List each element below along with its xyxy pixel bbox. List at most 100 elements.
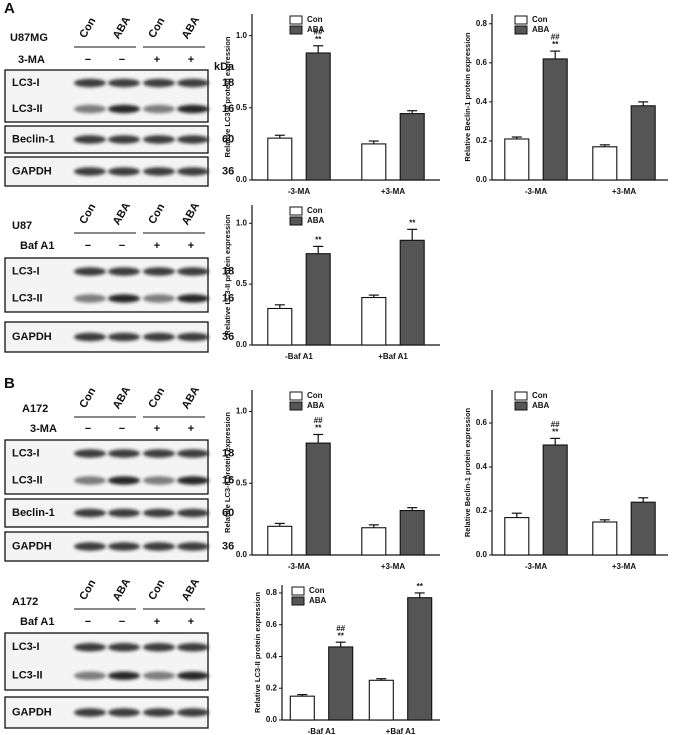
lane-label: ABA [180, 577, 202, 604]
bar [289, 695, 315, 721]
x-tick-label: +3-MA [381, 187, 405, 196]
band [143, 449, 175, 458]
band [143, 332, 175, 342]
band [108, 476, 140, 485]
legend-swatch [514, 15, 528, 25]
bar [361, 527, 387, 556]
legend-label: Con [307, 391, 323, 400]
bar [399, 239, 425, 346]
legend-label: Con [307, 15, 323, 24]
lane-label: Con [77, 201, 98, 226]
band [108, 294, 140, 303]
significance: ** [552, 40, 559, 49]
band [108, 671, 140, 680]
band [74, 135, 106, 144]
kda: 36 [222, 540, 234, 552]
y-tick-label: 1.0 [236, 407, 248, 416]
kda: 16 [222, 103, 234, 115]
band [108, 78, 140, 88]
legend-label: ABA [532, 25, 550, 34]
sign: − [119, 423, 125, 435]
band [177, 508, 209, 518]
cell-line: U87MG [10, 32, 48, 44]
significance: ** [315, 35, 322, 44]
y-axis-title: Relative LC3-II protein expression [223, 412, 232, 533]
y-tick-label: 0.0 [236, 550, 248, 559]
x-tick-label: -Baf A1 [308, 727, 336, 735]
y-axis-title: Relative Beclin-1 protein expression [463, 407, 472, 537]
y-tick-label: 0.2 [476, 506, 488, 515]
lane-label: ABA [180, 385, 202, 412]
bar [361, 143, 387, 181]
legend-swatch [289, 15, 303, 25]
blot-box [4, 257, 209, 313]
band-label: LC3-II [12, 670, 43, 682]
band [74, 167, 106, 176]
kda-unit: kDa [214, 61, 235, 73]
legend-swatch [289, 25, 303, 35]
cell-line: A172 [12, 596, 38, 608]
band-label: GAPDH [12, 706, 52, 718]
band [108, 167, 140, 176]
significance: ## [551, 420, 560, 429]
bar [407, 597, 433, 721]
treatment: 3-MA [30, 423, 57, 435]
sign: − [85, 54, 91, 66]
cell-line: U87 [12, 220, 32, 232]
cell-line: A172 [22, 403, 48, 415]
band [177, 643, 209, 652]
legend-label: Con [532, 391, 548, 400]
lane-label: Con [146, 201, 167, 226]
y-tick-label: 0.0 [476, 175, 488, 184]
significance: ## [336, 624, 345, 633]
band [108, 643, 140, 652]
significance: ## [314, 27, 323, 36]
bar [592, 521, 618, 556]
lane-label: ABA [180, 15, 202, 42]
band [74, 449, 106, 458]
y-tick-label: 0.4 [266, 652, 278, 661]
legend-swatch [514, 25, 528, 35]
legend-label: ABA [307, 25, 325, 34]
band [108, 135, 140, 144]
band [143, 267, 175, 276]
band [74, 332, 106, 342]
sign: + [154, 616, 160, 628]
band-label: LC3-II [12, 103, 43, 115]
band [177, 167, 209, 176]
band [143, 708, 175, 717]
band [143, 104, 175, 114]
band [74, 643, 106, 652]
lane-label: ABA [111, 577, 133, 604]
y-tick-label: 0.2 [266, 683, 278, 692]
legend-swatch [514, 401, 528, 411]
band [108, 542, 140, 551]
kda: 36 [222, 331, 234, 343]
bar [305, 442, 331, 556]
bar [399, 509, 425, 556]
band [108, 267, 140, 276]
band-label: Beclin-1 [12, 507, 55, 519]
bar [305, 253, 331, 346]
y-tick-label: 0.2 [476, 136, 488, 145]
bar [305, 52, 331, 181]
band [74, 104, 106, 114]
kda: 16 [222, 474, 234, 486]
band [143, 294, 175, 303]
x-tick-label: +Baf A1 [378, 352, 408, 361]
band [74, 476, 106, 485]
x-tick-label: -3-MA [525, 562, 547, 571]
y-tick-label: 0.0 [236, 340, 248, 349]
kda: 60 [222, 133, 234, 145]
bar [328, 646, 354, 721]
legend-swatch [289, 401, 303, 411]
band [177, 135, 209, 144]
blot-box [4, 439, 209, 495]
band [108, 708, 140, 717]
kda: 36 [222, 165, 234, 177]
y-tick-label: 0.5 [236, 279, 248, 288]
blot-box [4, 632, 209, 691]
band [108, 332, 140, 342]
lane-label: Con [146, 385, 167, 410]
kda: 18 [222, 265, 234, 277]
